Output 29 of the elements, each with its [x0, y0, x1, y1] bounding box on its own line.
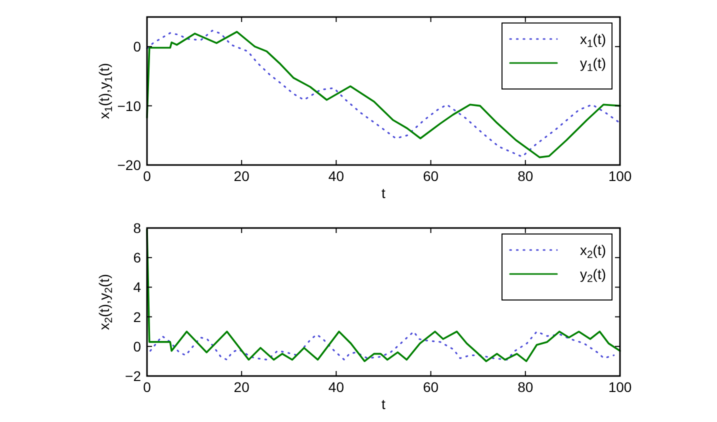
x-tick-label: 20 [234, 379, 250, 395]
y-tick-label: −10 [117, 98, 142, 114]
y-tick-label: 4 [133, 279, 142, 296]
x-tick-label: 40 [328, 379, 344, 395]
y-tick-label: 8 [133, 220, 142, 236]
legend-label: y$_{1}$(t) [580, 55, 606, 74]
y-tick-label: 6 [133, 250, 142, 266]
x-tick-label: 100 [608, 168, 632, 184]
x-axis-title: t [382, 185, 386, 201]
y-tick-label: 0 [133, 338, 142, 354]
legend-label: y$_{2}$(t) [580, 266, 606, 286]
y-tick-label: −2 [125, 368, 142, 384]
y-tick-label: 0 [133, 38, 142, 55]
x-tick-label: 100 [608, 379, 632, 395]
x-tick-label: 0 [143, 379, 152, 395]
legend-label: x$_{2}$(t) [580, 242, 606, 262]
x-tick-label: 60 [423, 168, 439, 184]
x-axis-title: t [382, 396, 386, 412]
x-tick-label: 80 [518, 168, 534, 184]
x-tick-label: 80 [518, 379, 534, 395]
legend-label: x$_{1}$(t) [580, 31, 606, 50]
x-tick-label: 0 [143, 168, 152, 184]
line-series [146, 228, 621, 362]
x-tick-label: 40 [328, 168, 344, 184]
line-series [150, 330, 615, 361]
x-tick-label: 60 [423, 379, 439, 395]
y-tick-label: 2 [133, 308, 142, 325]
y-tick-label: −20 [117, 157, 142, 173]
x-tick-label: 20 [234, 168, 250, 184]
